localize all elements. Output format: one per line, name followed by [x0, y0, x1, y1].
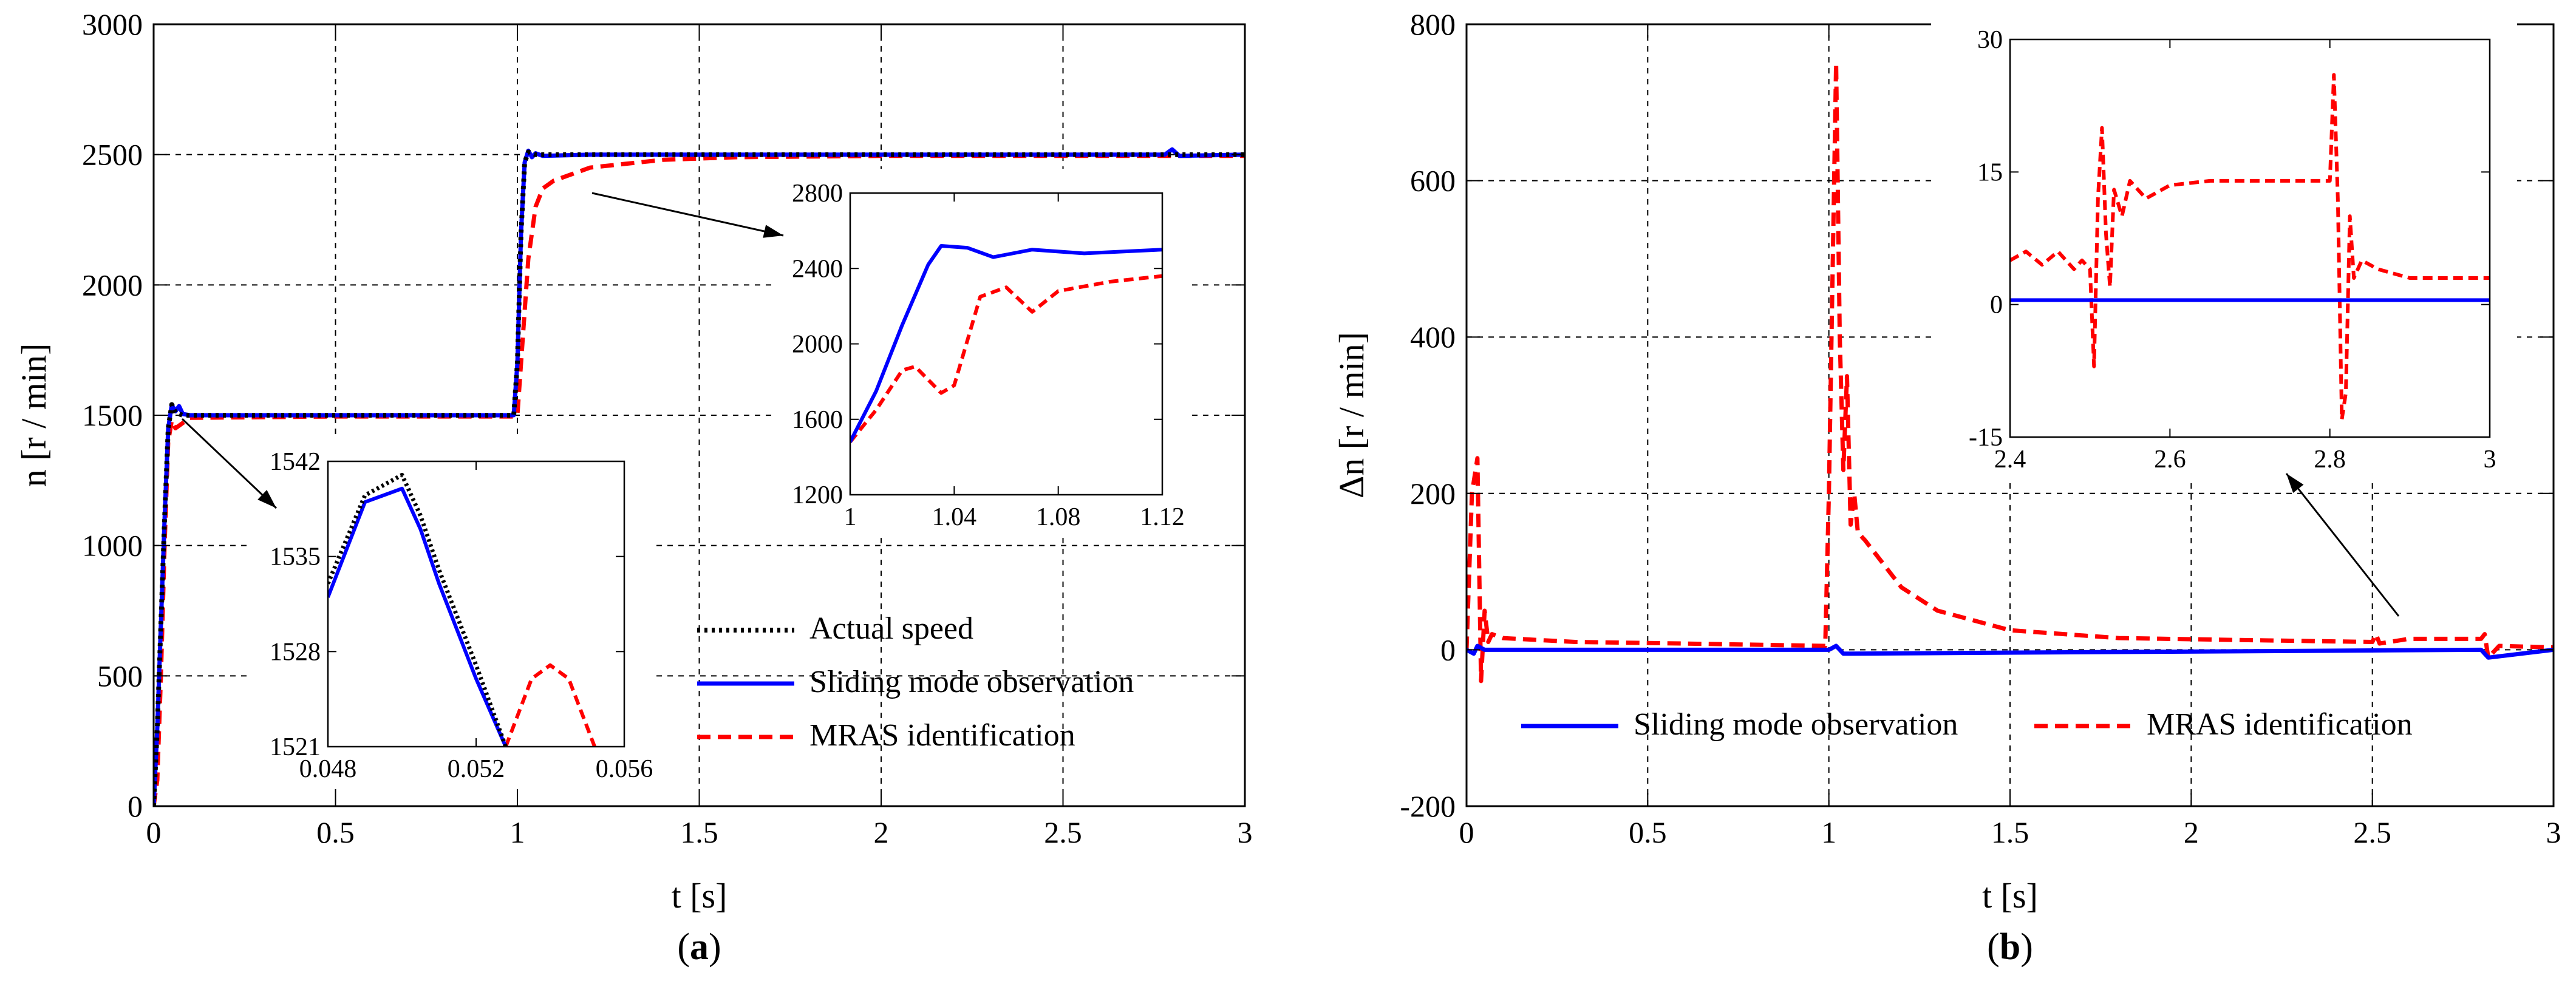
chart-b-main-ytick-label: 0 — [1440, 633, 1456, 667]
a-inset-1-inset-ytick-label: 1528 — [270, 638, 321, 666]
a-inset-2-inset-xtick-label: 1.08 — [1036, 503, 1081, 531]
chart-a-main-xtick-label: 0 — [146, 815, 162, 849]
chart-b-main-xtick-label: 2 — [2184, 815, 2199, 849]
legend-label-actual-speed: Actual speed — [809, 611, 973, 646]
chart-b-main-series-mras-identification — [1467, 61, 2554, 684]
b-inset-1-inset-xtick-label: 2.8 — [2314, 446, 2346, 474]
legend-label-mras-identification: MRAS identification — [809, 718, 1075, 753]
a-inset-1-inset-ytick-label: 1521 — [270, 733, 321, 761]
chart-a-main-xtick-label: 1.5 — [680, 815, 718, 849]
a-inset-2-inset-ytick-label: 2000 — [792, 331, 843, 359]
chart-b-main-ytick-label: 400 — [1410, 320, 1456, 354]
chart-a-main-ytick-label: 1000 — [82, 529, 143, 563]
chart-a-main-xtick-label: 3 — [1238, 815, 1253, 849]
legend-label-sliding-mode-observation: Sliding mode observation — [809, 665, 1134, 699]
chart-b-main-ytick-label: 800 — [1410, 7, 1456, 41]
b-inset-1: 2.4 2.6 2.8 3 -15 0 15 30 — [1931, 15, 2517, 480]
b-inset-1-inset-ytick-label: 0 — [1990, 291, 2003, 319]
chart-a-main-xtick-label: 0.5 — [316, 815, 355, 849]
a-inset-1-inset-series-sliding-mode-observation — [328, 486, 508, 747]
chart-b-ylabel: Δn [r / min] — [1332, 332, 1371, 498]
caption-close: ) — [2020, 926, 2033, 968]
a-inset-2-inset-series-sliding-mode-observation — [850, 244, 1162, 443]
chart-b-main-xtick-label: 0.5 — [1629, 815, 1667, 849]
caption-close: ) — [709, 926, 721, 968]
chart-a-caption: (a) — [677, 926, 721, 968]
chart-a-main-ytick-label: 2500 — [82, 138, 143, 172]
a-inset-2-series-group — [850, 244, 1162, 443]
b-inset-1-inset-ytick-label: 15 — [1977, 158, 2003, 186]
b-inset-1-inset-xtick-label: 3 — [2484, 446, 2496, 474]
b-inset-1-inset-xtick-label: 2.6 — [2154, 446, 2186, 474]
legend-label-sliding-mode-observation: Sliding mode observation — [1634, 707, 1958, 742]
caption-letter: a — [690, 926, 709, 968]
a-inset-2-inset-xtick-label: 1.12 — [1140, 503, 1185, 531]
chart-a-zoom-arrow — [181, 418, 278, 509]
chart-a-xlabel: t [s] — [672, 876, 727, 915]
a-inset-1-inset-ytick-label: 1542 — [270, 448, 321, 476]
chart-a-main-ytick-label: 0 — [128, 789, 143, 823]
chart-a-main-series-actual-speed — [154, 149, 1245, 806]
chart-b-main-xtick-label: 0 — [1459, 815, 1474, 849]
b-inset-1-series-group — [2010, 73, 2490, 421]
a-inset-2-inset-ytick-label: 2800 — [792, 180, 843, 208]
caption-open: ( — [1987, 926, 2000, 968]
chart-b-main-ytick-label: -200 — [1400, 789, 1456, 823]
chart-b-main-xtick-label: 2.5 — [2353, 815, 2391, 849]
a-inset-1-inset-xtick-label: 0.056 — [596, 755, 653, 783]
chart-a-zoom-arrow — [591, 192, 784, 237]
a-inset-2: 1 1.04 1.08 1.12 1200 1600 2000 2400 2800 — [771, 169, 1190, 537]
chart-b-main-xtick-label: 3 — [2546, 815, 2561, 849]
chart-a-main-ytick-label: 500 — [97, 659, 143, 693]
chart-a: 0 0.5 1 1.5 2 2.5 3 0 500 1000 1500 2000 2500 3000 t [… — [14, 7, 1253, 968]
a-inset-2-inset-series-mras-identification — [850, 274, 1162, 443]
chart-a-main-xtick-label: 1 — [510, 815, 525, 849]
b-inset-1-inset-frame — [2009, 38, 2491, 438]
chart-a-main-ytick-label: 2000 — [82, 268, 143, 302]
chart-b-caption: (b) — [1987, 926, 2033, 968]
a-inset-1-inset-series-mras-identification — [503, 663, 597, 747]
b-inset-1-inset-series-mras-identification — [2010, 73, 2490, 421]
chart-b-zoom-arrow — [2285, 473, 2400, 617]
a-inset-1-series-group — [328, 472, 597, 747]
chart-a-main-ytick-label: 1500 — [82, 398, 143, 432]
chart-b-main-ytick-label: 600 — [1410, 164, 1456, 198]
a-inset-1-inset-ytick-label: 1535 — [270, 543, 321, 571]
a-inset-1: 0.048 0.052 0.056 1521 1528 1535 1542 — [249, 437, 653, 789]
chart-b-xlabel: t [s] — [1982, 876, 2038, 915]
a-inset-2-inset-xtick-label: 1 — [844, 503, 857, 531]
chart-a-main-ytick-label: 3000 — [82, 7, 143, 41]
caption-open: ( — [677, 926, 690, 968]
b-inset-1-inset-ytick-label: 30 — [1977, 26, 2003, 54]
chart-b-main-ytick-label: 200 — [1410, 477, 1456, 511]
a-inset-1-inset-xtick-label: 0.048 — [299, 755, 357, 783]
b-inset-1-inset-ytick-label: -15 — [1969, 424, 2003, 452]
caption-letter: b — [2000, 926, 2020, 968]
chart-b-zoom-arrow-head — [2286, 474, 2304, 493]
chart-a-ylabel: n [r / min] — [14, 344, 53, 487]
b-inset-1-inset-xtick-label: 2.4 — [1994, 446, 2026, 474]
a-inset-2-inset-ytick-label: 1600 — [792, 406, 843, 434]
chart-a-main-xtick-label: 2 — [874, 815, 889, 849]
chart-b-main-xtick-label: 1 — [1821, 815, 1836, 849]
legend-label-mras-identification: MRAS identification — [2147, 707, 2413, 742]
a-inset-2-inset-ytick-label: 2400 — [792, 255, 843, 283]
chart-a-main-xtick-label: 2.5 — [1044, 815, 1082, 849]
a-inset-2-inset-ytick-label: 1200 — [792, 481, 843, 509]
chart-b-legend: Sliding mode observation MRAS identificat… — [1521, 707, 2413, 742]
chart-b-main-xtick-label: 1.5 — [1991, 815, 2029, 849]
a-inset-1-inset-xtick-label: 0.052 — [448, 755, 505, 783]
a-inset-2-inset-xtick-label: 1.04 — [932, 503, 977, 531]
chart-a-series-group — [154, 147, 1245, 806]
chart-a-zoom-arrow-head — [257, 489, 276, 508]
chart-a-zoom-arrow-head — [763, 225, 783, 238]
chart-a-legend: Actual speed Sliding mode observation MRAS… — [697, 611, 1134, 753]
